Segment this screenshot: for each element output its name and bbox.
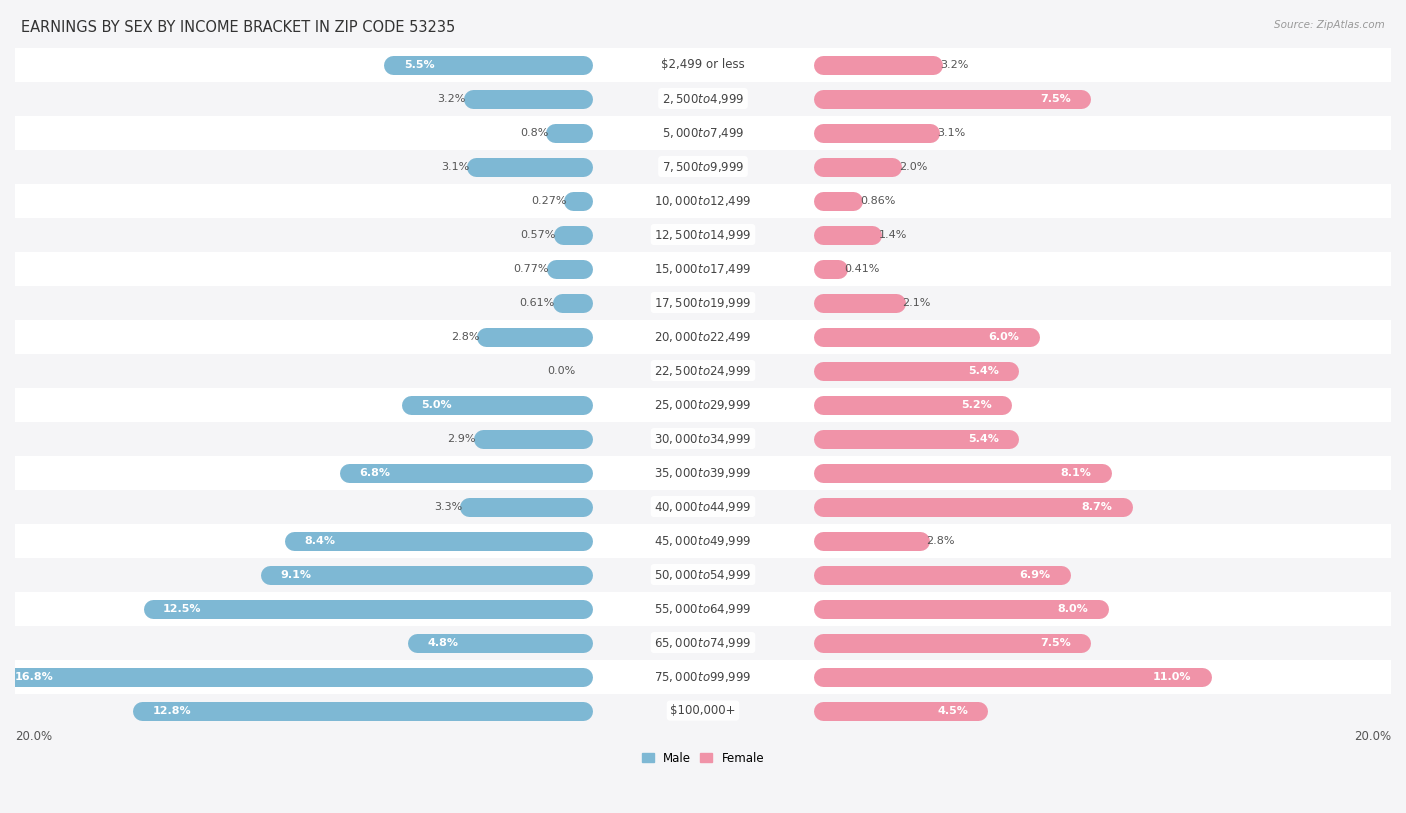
Text: 0.8%: 0.8% — [520, 128, 548, 137]
Text: 20.0%: 20.0% — [15, 729, 52, 742]
Text: $15,000 to $17,499: $15,000 to $17,499 — [654, 262, 752, 276]
Text: 8.7%: 8.7% — [1081, 502, 1112, 511]
Text: 2.8%: 2.8% — [451, 332, 479, 341]
Text: $12,500 to $14,999: $12,500 to $14,999 — [654, 228, 752, 241]
Bar — [15, 354, 1391, 388]
Text: 20.0%: 20.0% — [1354, 729, 1391, 742]
Text: 5.4%: 5.4% — [967, 366, 998, 376]
Text: $25,000 to $29,999: $25,000 to $29,999 — [654, 398, 752, 411]
Text: 0.41%: 0.41% — [845, 263, 880, 273]
Text: $22,500 to $24,999: $22,500 to $24,999 — [654, 363, 752, 377]
Text: 8.1%: 8.1% — [1062, 467, 1091, 477]
Text: $40,000 to $44,999: $40,000 to $44,999 — [654, 499, 752, 514]
Text: 0.77%: 0.77% — [513, 263, 550, 273]
Text: 7.5%: 7.5% — [1040, 637, 1071, 648]
Bar — [15, 251, 1391, 285]
Text: 0.57%: 0.57% — [520, 229, 557, 240]
Bar — [15, 320, 1391, 354]
Text: 8.0%: 8.0% — [1057, 603, 1088, 614]
Bar — [15, 455, 1391, 489]
Text: 6.0%: 6.0% — [988, 332, 1019, 341]
Text: 12.8%: 12.8% — [153, 706, 191, 715]
Bar — [15, 184, 1391, 218]
Text: $35,000 to $39,999: $35,000 to $39,999 — [654, 466, 752, 480]
Text: $5,000 to $7,499: $5,000 to $7,499 — [662, 125, 744, 140]
Text: 3.2%: 3.2% — [437, 93, 465, 103]
Bar — [15, 625, 1391, 659]
Text: 5.0%: 5.0% — [420, 399, 451, 410]
Bar — [15, 115, 1391, 150]
Text: 0.0%: 0.0% — [547, 366, 575, 376]
Bar — [15, 285, 1391, 320]
Bar — [15, 693, 1391, 728]
Text: 4.8%: 4.8% — [427, 637, 458, 648]
Text: 3.1%: 3.1% — [441, 162, 470, 172]
Text: $100,000+: $100,000+ — [671, 704, 735, 717]
Text: 6.9%: 6.9% — [1019, 570, 1050, 580]
Legend: Male, Female: Male, Female — [637, 747, 769, 769]
Text: 3.3%: 3.3% — [434, 502, 463, 511]
Text: 9.1%: 9.1% — [280, 570, 311, 580]
Text: 2.1%: 2.1% — [903, 298, 931, 307]
Text: $10,000 to $12,499: $10,000 to $12,499 — [654, 193, 752, 207]
Text: 7.5%: 7.5% — [1040, 93, 1071, 103]
Bar — [15, 150, 1391, 184]
Text: $7,500 to $9,999: $7,500 to $9,999 — [662, 159, 744, 173]
Text: 1.4%: 1.4% — [879, 229, 907, 240]
Text: $30,000 to $34,999: $30,000 to $34,999 — [654, 432, 752, 446]
Text: 2.9%: 2.9% — [447, 433, 477, 444]
Text: 5.5%: 5.5% — [404, 59, 434, 70]
Text: 5.2%: 5.2% — [962, 399, 993, 410]
Text: $65,000 to $74,999: $65,000 to $74,999 — [654, 636, 752, 650]
Text: $75,000 to $99,999: $75,000 to $99,999 — [654, 670, 752, 684]
Text: 3.1%: 3.1% — [936, 128, 965, 137]
Bar — [15, 218, 1391, 251]
Text: 12.5%: 12.5% — [163, 603, 201, 614]
Text: 8.4%: 8.4% — [304, 536, 335, 546]
Text: $55,000 to $64,999: $55,000 to $64,999 — [654, 602, 752, 615]
Bar — [15, 524, 1391, 558]
Text: 2.8%: 2.8% — [927, 536, 955, 546]
Bar — [15, 659, 1391, 693]
Bar — [15, 81, 1391, 115]
Text: 0.61%: 0.61% — [519, 298, 555, 307]
Text: 6.8%: 6.8% — [359, 467, 389, 477]
Text: $50,000 to $54,999: $50,000 to $54,999 — [654, 567, 752, 581]
Text: 4.5%: 4.5% — [936, 706, 967, 715]
Bar — [15, 592, 1391, 625]
Bar — [15, 388, 1391, 422]
Text: 0.27%: 0.27% — [531, 196, 567, 206]
Text: 16.8%: 16.8% — [15, 672, 53, 681]
Bar — [15, 558, 1391, 592]
Text: $17,500 to $19,999: $17,500 to $19,999 — [654, 296, 752, 310]
Text: $20,000 to $22,499: $20,000 to $22,499 — [654, 329, 752, 344]
Text: EARNINGS BY SEX BY INCOME BRACKET IN ZIP CODE 53235: EARNINGS BY SEX BY INCOME BRACKET IN ZIP… — [21, 20, 456, 35]
Bar — [15, 47, 1391, 81]
Text: Source: ZipAtlas.com: Source: ZipAtlas.com — [1274, 20, 1385, 30]
Text: $2,499 or less: $2,499 or less — [661, 58, 745, 71]
Text: 3.2%: 3.2% — [941, 59, 969, 70]
Text: 11.0%: 11.0% — [1153, 672, 1191, 681]
Text: $45,000 to $49,999: $45,000 to $49,999 — [654, 533, 752, 547]
Text: 5.4%: 5.4% — [967, 433, 998, 444]
Text: 2.0%: 2.0% — [898, 162, 928, 172]
Bar — [15, 489, 1391, 524]
Bar — [15, 422, 1391, 455]
Text: 0.86%: 0.86% — [860, 196, 896, 206]
Text: $2,500 to $4,999: $2,500 to $4,999 — [662, 92, 744, 106]
